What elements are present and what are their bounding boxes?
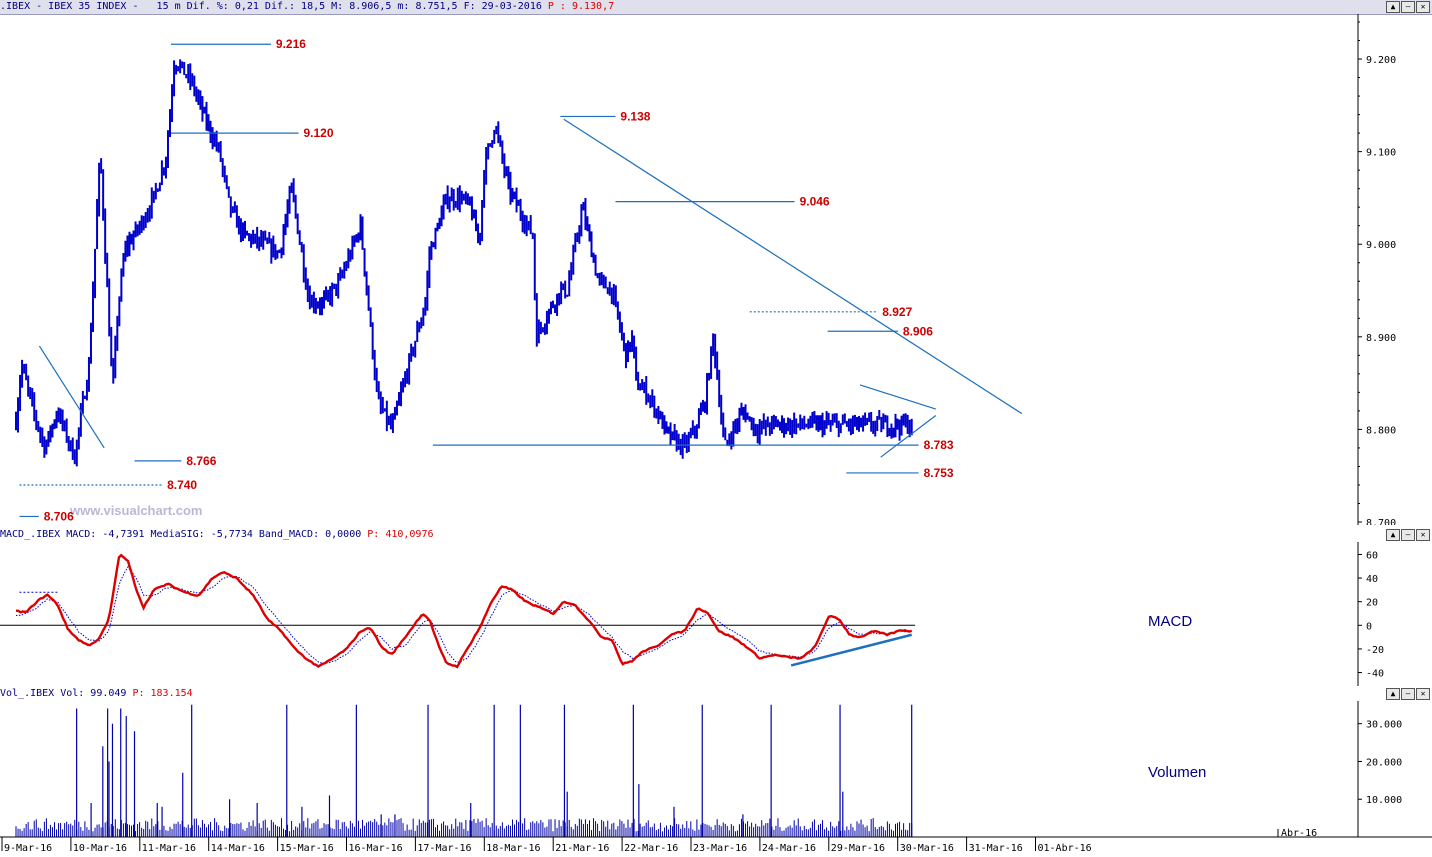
x-month-label: Abr-16 [1281,828,1317,839]
x-tick-label: 01-Abr-16 [1038,843,1092,854]
macd-y-tick-label: 20 [1366,598,1378,609]
macd-y-tick-label: -20 [1366,645,1384,656]
price-window-buttons: ▲ — ✕ [1385,1,1430,13]
macd-chart[interactable]: MACD 60 40 20 0 -20 -40 [0,542,1432,686]
title-separator: - [30,1,49,12]
x-tick-label: 23-Mar-16 [693,843,747,854]
macd-panel-title-bar: MACD_.IBEX MACD: -4,7391 MediaSIG: -5,77… [0,528,1432,542]
volume-chart[interactable]: Volumen 30.000 20.000 10.000 9-Mar-16 10-Mar… [0,701,1432,857]
macd-panel: MACD_.IBEX MACD: -4,7391 MediaSIG: -5,77… [0,528,1432,686]
macd-values-text: MACD_.IBEX MACD: -4,7391 MediaSIG: -5,77… [0,529,368,540]
level-label: 8.706 [44,509,74,523]
close-button[interactable]: ✕ [1416,1,1430,13]
macd-signal-line [15,565,912,665]
level-label: 8.740 [167,478,197,492]
x-tick-label: 17-Mar-16 [417,843,471,854]
volume-window-buttons: ▲ — ✕ [1385,688,1430,700]
level-label: 8.927 [882,305,912,319]
volume-y-tick-label: 10.000 [1366,795,1402,806]
volume-scroll-up-button[interactable]: ▲ [1386,688,1400,700]
x-tick-label: 9-Mar-16 [4,843,52,854]
trendline [859,384,936,410]
level-label: 8.766 [186,454,216,468]
price-bars [15,59,913,467]
x-tick-label: 29-Mar-16 [831,843,885,854]
x-tick-label: 22-Mar-16 [624,843,678,854]
volume-y-tick-label: 20.000 [1366,757,1402,768]
macd-minimize-button[interactable]: — [1401,529,1415,541]
macd-line [15,553,913,669]
x-tick-label: 21-Mar-16 [555,843,609,854]
price-chart[interactable]: www.visualchart.com 9.200 9.100 9.000 8.900… [0,14,1432,525]
x-tick-label: 10-Mar-16 [73,843,127,854]
minimize-button[interactable]: — [1401,1,1415,13]
price-panel-title-bar: .IBEX - IBEX 35 INDEX - 15 m Dif. %: 0,2… [0,0,1432,15]
macd-close-button[interactable]: ✕ [1416,529,1430,541]
volume-minimize-button[interactable]: — [1401,688,1415,700]
volume-panel: Vol_.IBEX Vol: 99.049 P: 183.154 ▲ — ✕ Vol… [0,687,1432,857]
level-label: 9.216 [276,37,306,51]
volume-panel-label: Volumen [1148,764,1206,781]
x-tick-label: 16-Mar-16 [349,843,403,854]
watermark-text: www.visualchart.com [69,503,202,518]
level-label: 8.783 [924,438,954,452]
macd-last-value: P: 410,0976 [367,529,434,540]
macd-y-tick-label: 40 [1366,574,1378,585]
macd-y-tick-label: 60 [1366,550,1378,561]
trendline [563,118,1023,415]
macd-window-buttons: ▲ — ✕ [1385,529,1430,541]
price-y-tick-label: 8.700 [1366,518,1396,525]
x-tick-label: 24-Mar-16 [762,843,816,854]
level-label: 9.120 [303,126,333,140]
price-y-tick-label: 8.800 [1366,425,1396,436]
trendline [38,345,105,449]
symbol-code[interactable]: .IBEX [0,1,31,12]
macd-panel-label: MACD [1148,613,1192,630]
macd-y-tick-label: -40 [1366,669,1384,680]
instrument-name: IBEX 35 INDEX [48,1,127,12]
x-tick-label: 18-Mar-16 [486,843,540,854]
price-y-tick-label: 9.200 [1366,55,1396,66]
macd-scroll-up-button[interactable]: ▲ [1386,529,1400,541]
price-y-tick-label: 9.000 [1366,240,1396,251]
price-y-tick-label: 9.100 [1366,148,1396,159]
level-label: 8.753 [924,466,954,480]
level-label: 9.046 [800,195,830,209]
volume-panel-title-bar: Vol_.IBEX Vol: 99.049 P: 183.154 ▲ — ✕ [0,687,1432,701]
scroll-up-button[interactable]: ▲ [1386,1,1400,13]
level-label: 8.906 [903,324,933,338]
trendline [880,415,937,458]
last-price: P : 9.130,7 [547,1,615,12]
volume-close-button[interactable]: ✕ [1416,688,1430,700]
x-tick-label: 31-Mar-16 [969,843,1023,854]
volume-bars [15,818,913,837]
volume-values-text: Vol_.IBEX Vol: 99.049 [0,688,133,699]
macd-y-tick-label: 0 [1366,621,1372,632]
x-tick-label: 14-Mar-16 [211,843,265,854]
level-label: 9.138 [620,109,650,123]
x-tick-label: 11-Mar-16 [142,843,196,854]
volume-y-tick-label: 30.000 [1366,720,1402,731]
x-tick-label: 30-Mar-16 [900,843,954,854]
macd-divergence-line [790,633,913,667]
price-y-tick-label: 8.900 [1366,333,1396,344]
x-tick-label: 15-Mar-16 [280,843,334,854]
price-panel: .IBEX - IBEX 35 INDEX - 15 m Dif. %: 0,2… [0,0,1432,525]
volume-last-value: P: 183.154 [132,688,193,699]
session-stats: - 15 m Dif. %: 0,21 Dif.: 18,5 M: 8.906,… [126,1,548,12]
